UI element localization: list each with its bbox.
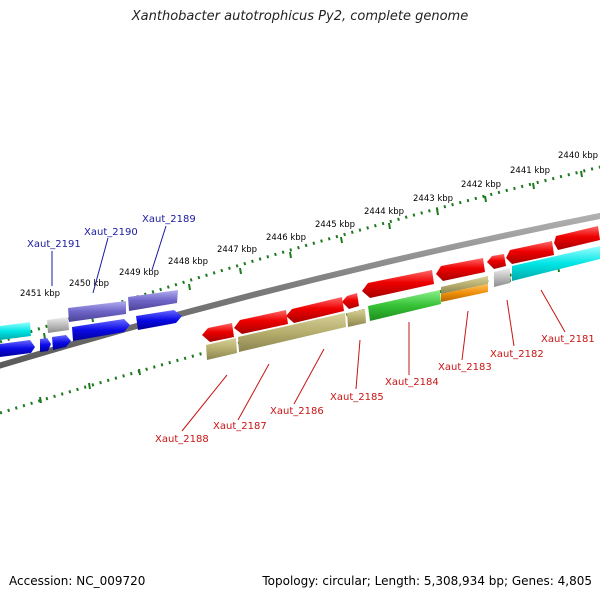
gene-red-feature-19[interactable] [286,297,344,323]
scale-label-2446: 2446 kbp [266,233,306,243]
scale-label-2447: 2447 kbp [217,245,257,255]
forward-genes-right [202,226,600,342]
genome-backbone [0,212,600,369]
gene-red-feature-20[interactable] [234,310,288,334]
gene-label-xaut-2184[interactable]: Xaut_2184 [385,377,439,388]
accession-text: Accession: NC_009720 [9,574,146,588]
gene-red-feature-15[interactable] [487,254,506,269]
gene-xaut-2183-feature-bottom[interactable] [441,284,488,302]
gene-xaut-2183-feature-top[interactable] [441,276,488,294]
gene-red-feature-13[interactable] [554,226,600,250]
scale-label-2445: 2445 kbp [315,220,355,230]
scale-label-2441: 2441 kbp [510,166,550,176]
gene-label-xaut-2186[interactable]: Xaut_2186 [270,406,324,417]
gene-label-xaut-2182[interactable]: Xaut_2182 [490,349,544,360]
gene-xaut-2187-feature[interactable] [206,338,237,360]
gene-gray-feature-right[interactable] [494,268,510,287]
gene-red-feature-16[interactable] [436,258,485,281]
gene-red-feature-18[interactable] [342,293,359,309]
red-label-leaders [181,289,566,432]
scale-label-2442: 2442 kbp [461,180,501,190]
gene-label-xaut-2191[interactable]: Xaut_2191 [27,239,81,250]
scale-label-2451: 2451 kbp [20,289,60,299]
gene-red-feature-14[interactable] [506,241,554,264]
scale-label-2450: 2450 kbp [69,279,109,289]
gene-blue-feature-1[interactable] [136,310,182,330]
gene-cyan-feature-left[interactable] [0,322,31,340]
gene-xaut-2190-feature[interactable] [128,290,178,311]
gene-label-xaut-2181[interactable]: Xaut_2181 [541,334,595,345]
reverse-genes [0,246,600,360]
scale-label-2444: 2444 kbp [364,207,404,217]
gene-red-feature-17[interactable] [362,270,434,298]
genome-stats-text: Topology: circular; Length: 5,308,934 bp… [262,574,592,588]
gene-blue-feature-2[interactable] [72,319,130,341]
genome-title: Xanthobacter autotrophicus Py2, complete… [131,9,469,24]
scale-label-2449: 2449 kbp [119,268,159,278]
scale-label-2443: 2443 kbp [413,194,453,204]
gene-label-xaut-2189[interactable]: Xaut_2189 [142,214,196,225]
gene-red-feature-21[interactable] [202,323,234,342]
gene-label-xaut-2185[interactable]: Xaut_2185 [330,392,384,403]
gene-label-xaut-2190[interactable]: Xaut_2190 [84,227,138,238]
gene-label-xaut-2188[interactable]: Xaut_2188 [155,434,209,445]
gene-xaut-2184-feature[interactable] [368,290,441,321]
gene-xaut-2191-feature[interactable] [68,301,126,322]
scale-label-2440: 2440 kbp [558,151,598,161]
blue-label-leaders [51,225,167,294]
gene-blue-feature-3[interactable] [52,335,71,350]
gene-cyan-feature-right[interactable] [512,246,600,281]
gene-gray-feature-left[interactable] [47,317,69,333]
scale-label-2448: 2448 kbp [168,257,208,267]
gene-blue-feature-4[interactable] [40,338,51,352]
gene-xaut-2185-feature[interactable] [347,309,366,327]
forward-genes-left [0,290,178,340]
gene-label-xaut-2183[interactable]: Xaut_2183 [438,362,492,373]
gene-blue-feature-5[interactable] [0,340,35,357]
gene-xaut-2186-feature[interactable] [238,313,346,352]
gene-label-xaut-2187[interactable]: Xaut_2187 [213,421,267,432]
